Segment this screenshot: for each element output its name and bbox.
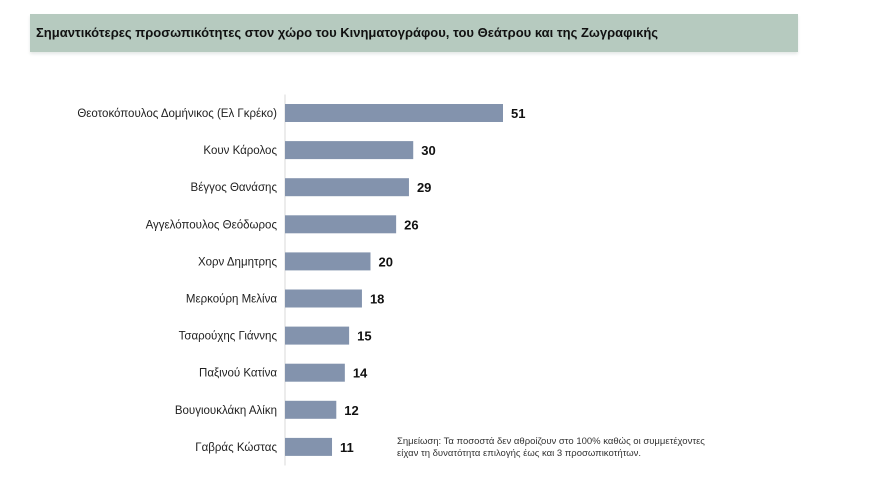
- bar: [285, 104, 503, 122]
- data-label: 14: [353, 366, 368, 381]
- chart-note: Σημείωση: Τα ποσοστά δεν αθροίζουν στο 1…: [397, 436, 705, 460]
- bar: [285, 141, 414, 160]
- note-line: είχαν τη δυνατότητα επιλογής έως και 3 π…: [397, 448, 642, 459]
- bar: [285, 252, 371, 271]
- data-label: 11: [340, 440, 354, 455]
- bar: [285, 178, 409, 197]
- data-label: 26: [404, 217, 418, 232]
- note-line: Σημείωση: Τα ποσοστά δεν αθροίζουν στο 1…: [397, 436, 705, 447]
- category-label: Βέγγος Θανάσης: [191, 182, 278, 194]
- category-label: Βουγιουκλάκη Αλίκη: [175, 405, 277, 417]
- category-label: Θεοτοκόπουλος Δομήνικος (Ελ Γκρέκο): [77, 108, 277, 120]
- bar: [285, 326, 350, 345]
- category-label: Αγγελόπουλος Θεόδωρος: [146, 219, 278, 231]
- data-label: 12: [344, 403, 358, 418]
- data-label: 29: [417, 180, 431, 195]
- category-label: Παξινού Κατίνα: [199, 368, 277, 380]
- category-label: Κουν Κάρολος: [203, 145, 277, 157]
- category-label: Μερκούρη Μελίνα: [186, 294, 277, 306]
- title-banner: Σημαντικότερες προσωπικότητες στον χώρο …: [30, 14, 798, 52]
- bar: [285, 437, 333, 456]
- data-label: 30: [421, 143, 435, 158]
- data-label: 18: [370, 292, 384, 307]
- data-label: 20: [378, 254, 392, 269]
- data-label: 51: [511, 106, 525, 121]
- bar: [285, 400, 337, 419]
- category-label: Τσαρούχης Γιάννης: [179, 331, 278, 343]
- category-label: Χορν Δημητρης: [198, 256, 277, 268]
- bar: [285, 363, 345, 382]
- data-label: 15: [357, 329, 371, 344]
- chart-title: Σημαντικότερες προσωπικότητες στον χώρο …: [36, 25, 659, 40]
- category-label: Γαβράς Κώστας: [195, 442, 277, 454]
- bar: [285, 289, 362, 308]
- bar: [285, 215, 397, 234]
